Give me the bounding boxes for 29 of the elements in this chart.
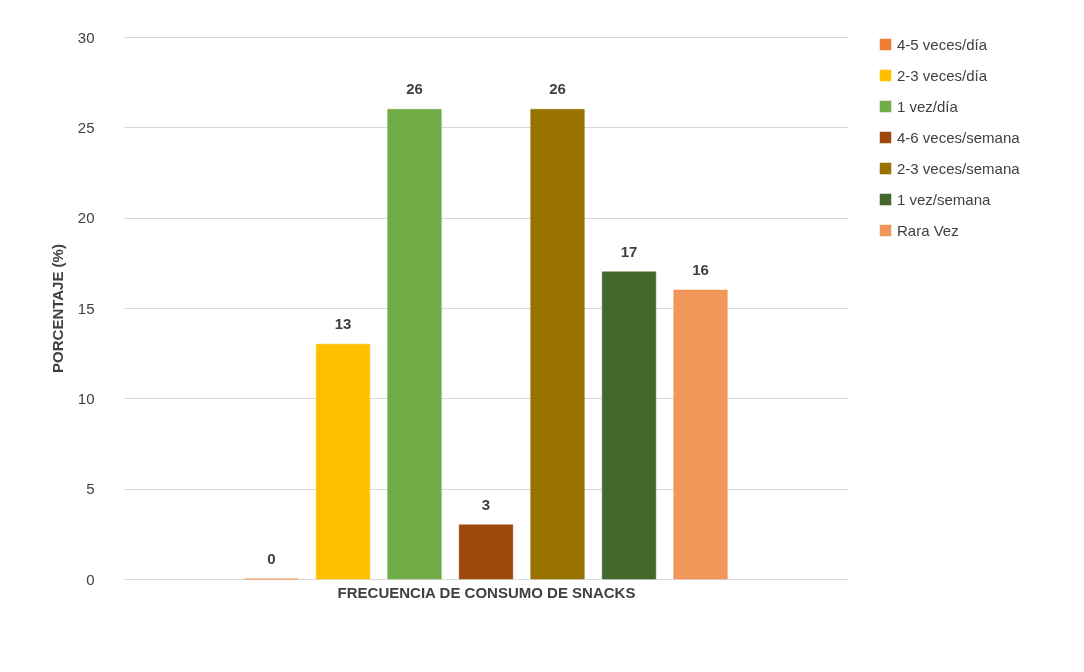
bar <box>315 343 371 580</box>
y-tick-label: 25 <box>77 118 95 136</box>
legend-label: 4-5 veces/día <box>897 35 988 53</box>
bar <box>387 109 442 580</box>
y-tick-label: 10 <box>77 389 95 407</box>
data-label: 13 <box>334 315 352 333</box>
bar <box>458 524 514 580</box>
bar <box>673 289 728 580</box>
data-label: 26 <box>549 80 566 98</box>
y-tick-label: 15 <box>77 299 95 317</box>
legend-label: 1 vez/semana <box>897 190 992 208</box>
x-axis-title: FRECUENCIA DE CONSUMO DE SNACKS <box>337 583 636 601</box>
y-axis-title: PORCENTAJE (%) <box>48 244 66 373</box>
y-tick-label: 20 <box>77 209 95 227</box>
data-label: 0 <box>267 550 276 567</box>
y-tick-label: 0 <box>86 570 95 588</box>
y-tick-label: 5 <box>86 480 95 498</box>
legend-label: Rara Vez <box>897 221 959 239</box>
data-label: 26 <box>406 80 423 98</box>
legend-label: 4-6 veces/semana <box>897 128 1021 146</box>
legend-label: 2-3 veces/día <box>897 66 988 84</box>
legend-label: 2-3 veces/semana <box>897 159 1021 177</box>
data-label: 17 <box>620 242 638 260</box>
data-label: 16 <box>692 260 709 278</box>
bar <box>601 271 657 580</box>
bar <box>530 109 585 580</box>
legend-label: 1 vez/día <box>897 97 959 115</box>
data-label: 3 <box>481 495 491 513</box>
y-tick-label: 30 <box>77 28 95 46</box>
